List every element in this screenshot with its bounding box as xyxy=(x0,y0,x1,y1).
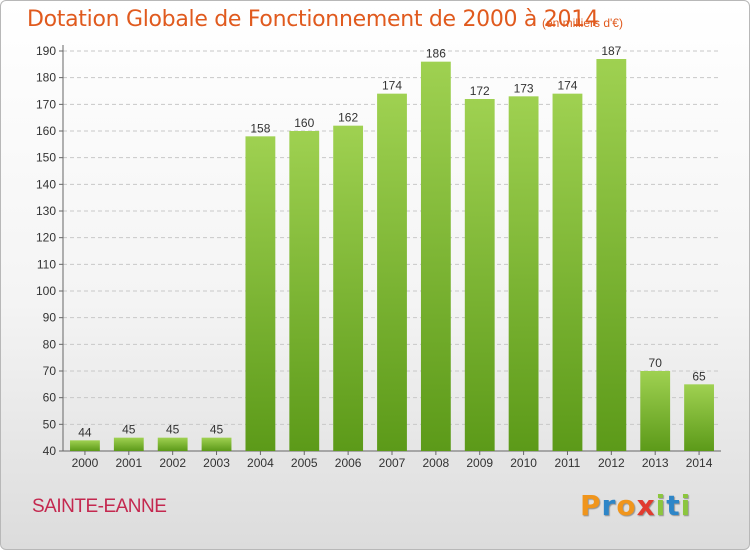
data-label: 45 xyxy=(166,423,180,437)
x-tick-label: 2013 xyxy=(642,456,669,470)
data-label: 173 xyxy=(514,81,534,95)
bar xyxy=(420,61,451,452)
y-tick-label: 160 xyxy=(36,124,56,138)
x-tick-label: 2001 xyxy=(115,456,142,470)
bar xyxy=(201,437,232,451)
x-tick-label: 2000 xyxy=(72,456,99,470)
data-label: 174 xyxy=(382,79,402,93)
x-tick-label: 2011 xyxy=(555,456,581,470)
x-tick-label: 2007 xyxy=(379,456,406,470)
y-tick-label: 90 xyxy=(43,311,57,325)
bar xyxy=(113,437,144,451)
bar xyxy=(377,93,407,452)
data-labels: 44 45 45 45 158 160 162 174 186 172 173 174 187 70 65 xyxy=(78,44,706,439)
x-tick-label: 2012 xyxy=(598,456,625,470)
bar xyxy=(289,131,320,451)
logo-letter: o xyxy=(616,489,637,522)
y-tick-label: 100 xyxy=(36,284,56,298)
data-label: 44 xyxy=(78,425,92,439)
logo-letter: x xyxy=(636,489,656,522)
data-label: 158 xyxy=(250,121,270,135)
y-tick-label: 140 xyxy=(36,177,56,191)
data-label: 45 xyxy=(210,423,224,437)
y-tick-label: 40 xyxy=(43,444,57,458)
logo-letter: i xyxy=(655,489,667,522)
x-tick-label: 2004 xyxy=(247,456,274,470)
bar xyxy=(596,59,627,451)
chart-title: Dotation Globale de Fonctionnement de 20… xyxy=(27,7,599,32)
bar xyxy=(70,440,100,451)
bar xyxy=(684,384,714,451)
y-tick-label: 80 xyxy=(43,337,57,351)
data-label: 187 xyxy=(601,44,621,58)
bars xyxy=(70,59,714,452)
commune-name: SAINTE-EANNE xyxy=(32,496,167,517)
logo-letter: r xyxy=(601,489,617,522)
data-label: 65 xyxy=(692,369,706,383)
y-tick-label: 70 xyxy=(43,364,57,378)
data-label: 186 xyxy=(426,47,446,61)
y-tick-label: 50 xyxy=(43,417,57,431)
bar xyxy=(157,437,188,451)
chart-subtitle: (en milliers d'€) xyxy=(542,16,623,30)
bar xyxy=(333,125,364,452)
data-label: 174 xyxy=(557,79,577,93)
x-tick-label: 2005 xyxy=(291,456,318,470)
y-tick-label: 190 xyxy=(36,44,56,58)
y-tick-label: 180 xyxy=(36,71,56,85)
logo-letter: P xyxy=(580,489,602,522)
bar xyxy=(508,96,539,451)
x-tick-label: 2002 xyxy=(159,456,186,470)
axes: 40 50 60 70 80 90 100 110 120 130 140 150 160 170 180 1… xyxy=(36,44,721,470)
y-tick-label: 120 xyxy=(36,231,56,245)
data-label: 162 xyxy=(338,111,358,125)
x-tick-label: 2014 xyxy=(686,456,713,470)
x-tick-label: 2008 xyxy=(423,456,450,470)
y-tick-label: 60 xyxy=(43,391,57,405)
data-label: 172 xyxy=(470,84,490,98)
x-tick-label: 2003 xyxy=(203,456,230,470)
y-tick-label: 170 xyxy=(36,97,56,111)
data-label: 160 xyxy=(294,116,314,130)
logo-letter: t xyxy=(666,489,681,522)
bar xyxy=(640,371,671,451)
logo-letter: i xyxy=(680,489,692,522)
bar xyxy=(464,99,495,451)
proxiti-logo: Proxiti xyxy=(580,489,691,522)
data-label: 45 xyxy=(122,423,136,437)
x-tick-label: 2006 xyxy=(335,456,362,470)
data-label: 70 xyxy=(649,356,663,370)
bar xyxy=(245,136,276,452)
bar xyxy=(552,93,583,452)
y-tick-label: 150 xyxy=(36,151,56,165)
y-tick-label: 130 xyxy=(36,204,56,218)
y-tick-label: 110 xyxy=(37,257,56,271)
x-tick-label: 2010 xyxy=(510,456,537,470)
x-tick-label: 2009 xyxy=(466,456,493,470)
